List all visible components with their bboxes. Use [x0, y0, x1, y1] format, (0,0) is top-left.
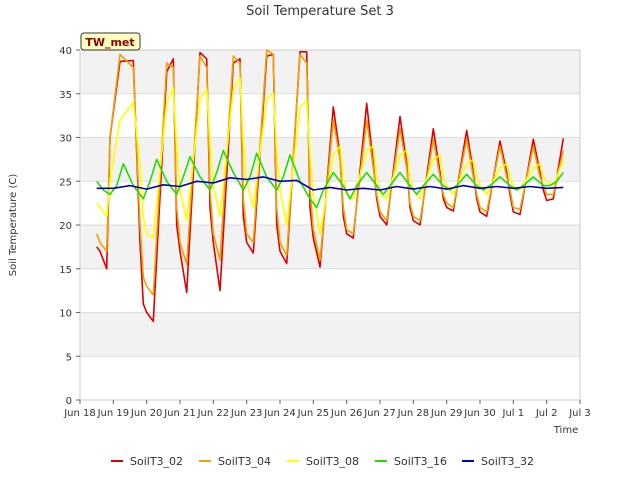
x-tick-label: Jun 19 [97, 408, 130, 419]
legend-item-SoilT3_16: SoilT3_16 [375, 455, 447, 468]
series-line-SoilT3_04 [95, 49, 565, 296]
x-tick-label: Jun 28 [397, 408, 430, 419]
legend-item-SoilT3_04: SoilT3_04 [199, 455, 271, 468]
x-tick-label: Jun 27 [363, 408, 396, 419]
legend-label: SoilT3_32 [481, 455, 534, 468]
x-tick-label: Jun 18 [63, 408, 96, 419]
chart-title: Soil Temperature Set 3 [246, 4, 394, 19]
x-axis-ticks: Jun 18 Jun 19 Jun 20 Jun 21 Jun 22 Jun 23 Jun … [63, 400, 591, 419]
plot-band [80, 50, 580, 94]
legend-item-SoilT3_08: SoilT3_08 [287, 455, 359, 468]
legend: SoilT3_02 SoilT3_04 SoilT3_08 SoilT3_16 Soil… [111, 455, 534, 468]
x-tick-label: Jul 3 [568, 408, 591, 419]
x-tick-label: Jul 2 [535, 408, 558, 419]
legend-item-SoilT3_32: SoilT3_32 [462, 455, 534, 468]
legend-label: SoilT3_04 [218, 455, 271, 468]
y-tick-label: 30 [59, 134, 72, 145]
y-tick-label: 15 [59, 265, 72, 276]
station-badge-label: TW_met [85, 36, 134, 49]
station-badge: TW_met [80, 32, 141, 51]
x-tick-label: Jun 29 [430, 408, 463, 419]
y-tick-label: 0 [66, 396, 72, 407]
plot-band [80, 225, 580, 269]
y-tick-label: 5 [66, 352, 72, 363]
x-tick-label: Jun 25 [297, 408, 330, 419]
x-tick-label: Jun 22 [197, 408, 230, 419]
y-tick-label: 40 [59, 46, 72, 57]
plot-background-bands [80, 50, 580, 357]
y-tick-label: 20 [59, 221, 72, 232]
y-axis-ticks: 0 5 10 15 20 25 30 35 40 [59, 46, 80, 407]
y-tick-label: 35 [59, 90, 72, 101]
x-tick-label: Jul 1 [502, 408, 525, 419]
plot-band [80, 312, 580, 357]
x-tick-label: Jun 21 [163, 408, 196, 419]
series-layer [95, 49, 565, 323]
y-tick-label: 10 [59, 309, 72, 320]
x-tick-label: Jun 20 [130, 408, 163, 419]
y-tick-label: 25 [59, 177, 72, 188]
x-tick-label: Jun 26 [330, 408, 363, 419]
legend-label: SoilT3_08 [306, 455, 359, 468]
legend-label: SoilT3_16 [394, 455, 447, 468]
legend-label: SoilT3_02 [130, 455, 183, 468]
series-line-SoilT3_32 [96, 176, 564, 191]
x-tick-label: Jun 23 [230, 408, 263, 419]
x-axis-label: Time [553, 425, 578, 436]
x-tick-label: Jun 24 [263, 408, 296, 419]
y-axis-label: Soil Temperature (C) [8, 174, 19, 277]
legend-item-SoilT3_02: SoilT3_02 [111, 455, 183, 468]
x-tick-label: Jun 30 [463, 408, 496, 419]
station-badge-box [80, 32, 141, 51]
